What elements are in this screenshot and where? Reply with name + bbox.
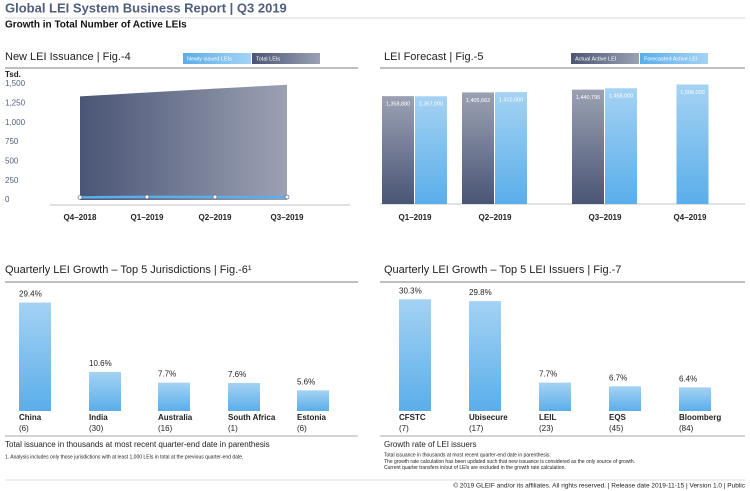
value-label: 1,405,662 bbox=[466, 98, 490, 104]
x-tick-label: South Africa bbox=[228, 413, 276, 422]
y-tick-label: 750 bbox=[5, 137, 19, 146]
x-tick-label: Q3–2019 bbox=[271, 213, 304, 222]
value-label: 10.6% bbox=[89, 359, 112, 368]
legend-label: Newly issued LEIs bbox=[187, 56, 232, 62]
bar bbox=[415, 96, 447, 204]
category-note: (45) bbox=[609, 424, 624, 433]
x-tick-label: China bbox=[19, 413, 42, 422]
value-label: 5.6% bbox=[297, 377, 315, 386]
bar bbox=[462, 92, 494, 204]
point bbox=[212, 194, 218, 200]
value-label: 1,458,000 bbox=[609, 94, 633, 100]
area bbox=[80, 84, 287, 200]
y-tick-label: 1,500 bbox=[5, 79, 26, 88]
point bbox=[144, 194, 150, 200]
note: Growth rate of LEI issuers bbox=[384, 440, 476, 449]
chart-title: Quarterly LEI Growth – Top 5 LEI Issuers… bbox=[384, 264, 621, 276]
bar bbox=[572, 89, 604, 204]
category-note: (6) bbox=[19, 424, 29, 433]
x-tick-label: India bbox=[89, 413, 108, 422]
bar bbox=[676, 84, 709, 204]
chart-title: Quarterly LEI Growth – Top 5 Jurisdictio… bbox=[5, 264, 252, 276]
category-note: (17) bbox=[469, 424, 484, 433]
note: 1. Analysis includes only those jurisdic… bbox=[5, 454, 243, 460]
category-note: (7) bbox=[399, 424, 409, 433]
bar bbox=[158, 382, 190, 411]
x-tick-label: Q2–2019 bbox=[479, 213, 512, 222]
x-tick-label: Q3–2019 bbox=[589, 213, 622, 222]
x-tick-label: LEIL bbox=[539, 413, 556, 422]
legend-swatch bbox=[183, 53, 251, 64]
category-note: (1) bbox=[228, 424, 238, 433]
bar bbox=[399, 299, 431, 411]
footer: © 2019 GLEIF and/or its affiliates. All … bbox=[453, 482, 746, 490]
category-note: (84) bbox=[679, 424, 694, 433]
bar bbox=[539, 382, 571, 411]
y-tick-label: 1,000 bbox=[5, 118, 26, 127]
value-label: 1,358,880 bbox=[386, 102, 410, 108]
chart-title: New LEI Issuance | Fig.-4 bbox=[5, 51, 131, 63]
value-label: 1,357,000 bbox=[419, 102, 443, 108]
category-note: (16) bbox=[158, 424, 173, 433]
value-label: 1,440,795 bbox=[576, 95, 600, 101]
bar bbox=[228, 382, 260, 411]
bar bbox=[679, 387, 711, 411]
note: The growth rate calculation has been upd… bbox=[384, 459, 636, 471]
bar bbox=[469, 301, 501, 411]
y-tick-label: 250 bbox=[5, 176, 19, 185]
y-tick-label: 1,250 bbox=[5, 98, 26, 107]
x-tick-label: Q4–2019 bbox=[674, 213, 707, 222]
x-tick-label: Q1–2019 bbox=[131, 213, 164, 222]
report-subtitle: Growth in Total Number of Active LEIs bbox=[5, 20, 187, 31]
value-label: 29.8% bbox=[469, 288, 492, 297]
x-tick-label: Ubisecure bbox=[469, 413, 508, 422]
x-tick-label: Bloomberg bbox=[679, 413, 721, 422]
value-label: 30.3% bbox=[399, 286, 422, 295]
bar bbox=[89, 371, 121, 411]
category-note: (30) bbox=[89, 424, 104, 433]
x-tick-label: Q4–2018 bbox=[64, 213, 97, 222]
x-tick-label: Australia bbox=[158, 413, 193, 422]
value-label: 7.6% bbox=[228, 370, 246, 379]
bar bbox=[495, 92, 527, 204]
legend-label: Total LEIs bbox=[256, 56, 280, 62]
legend-label: Actual Active LEI bbox=[575, 56, 617, 62]
value-label: 7.7% bbox=[539, 370, 557, 379]
x-tick-label: Q1–2019 bbox=[399, 213, 432, 222]
bar bbox=[19, 302, 51, 411]
legend-swatch bbox=[640, 53, 708, 64]
legend-swatch bbox=[252, 53, 320, 64]
value-label: 7.7% bbox=[158, 370, 176, 379]
point bbox=[284, 194, 290, 200]
bar bbox=[297, 390, 329, 411]
value-label: 6.4% bbox=[679, 375, 697, 384]
y-axis-label: Tsd. bbox=[5, 70, 21, 79]
category-note: (6) bbox=[297, 424, 307, 433]
chart-title: LEI Forecast | Fig.-5 bbox=[384, 51, 483, 63]
x-tick-label: Q2–2019 bbox=[199, 213, 232, 222]
x-tick-label: EQS bbox=[609, 413, 627, 422]
legend-label: Forecasted Active LEI bbox=[644, 56, 698, 62]
note: Total issuance in thousands at most rece… bbox=[5, 440, 270, 449]
x-tick-label: CFSTC bbox=[399, 413, 426, 422]
value-label: 6.7% bbox=[609, 373, 627, 382]
value-label: 1,410,000 bbox=[499, 98, 523, 104]
y-tick-label: 0 bbox=[5, 195, 10, 204]
report-title: Global LEI System Business Report | Q3 2… bbox=[5, 0, 287, 15]
bar bbox=[382, 96, 414, 204]
point bbox=[77, 195, 83, 200]
value-label: 29.4% bbox=[19, 290, 42, 299]
value-label: 1,506,000 bbox=[680, 90, 704, 96]
x-tick-label: Estonia bbox=[297, 413, 326, 422]
bar bbox=[609, 386, 641, 411]
legend-swatch bbox=[571, 53, 639, 64]
y-tick-label: 500 bbox=[5, 156, 19, 165]
bar bbox=[605, 88, 637, 204]
note: Total issuance in thousands at most rece… bbox=[384, 452, 551, 458]
category-note: (23) bbox=[539, 424, 554, 433]
